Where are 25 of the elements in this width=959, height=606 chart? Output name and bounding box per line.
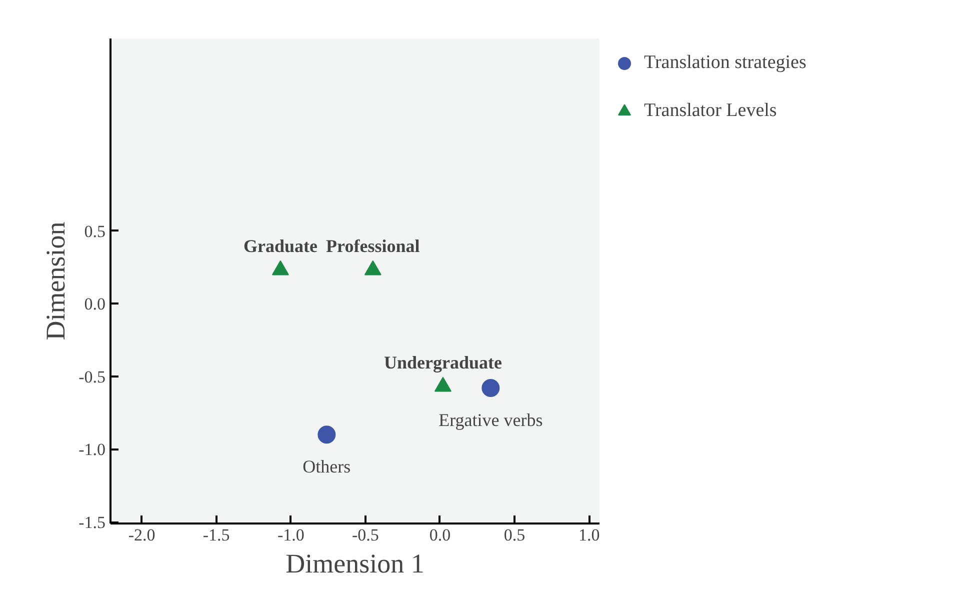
y-tick-label: -1.0 <box>78 440 106 460</box>
y-tick-label: 0.5 <box>84 222 106 241</box>
annotation: Ergative verbs <box>438 410 543 430</box>
annotation: Professional <box>326 236 420 256</box>
annotation: Undergraduate <box>384 352 502 373</box>
x-axis-title: Dimension 1 <box>286 548 424 578</box>
legend-label: Translation strategies <box>644 52 806 74</box>
x-tick-label: 1.0 <box>578 526 600 544</box>
y-tick-label: 0.0 <box>84 294 106 314</box>
point <box>364 260 382 276</box>
y-tick-label: -0.5 <box>78 367 106 386</box>
x-tick-label: -1.0 <box>277 526 304 544</box>
x-tick-label: 0.0 <box>429 526 451 544</box>
annotation: Others <box>302 456 351 477</box>
x-tick-label: -2.0 <box>128 526 156 544</box>
annotation: Graduate <box>243 236 318 256</box>
point <box>272 260 289 276</box>
x-tick-label: 0.5 <box>504 526 526 544</box>
legend-label: Translator Levels <box>644 100 777 122</box>
x-tick-label: -0.5 <box>352 526 379 544</box>
point <box>482 379 500 398</box>
x-tick-label: -1.5 <box>202 526 230 544</box>
y-tick-label: -1.5 <box>78 513 106 532</box>
y-axis-title: Dimension <box>40 221 71 340</box>
point <box>318 426 336 444</box>
